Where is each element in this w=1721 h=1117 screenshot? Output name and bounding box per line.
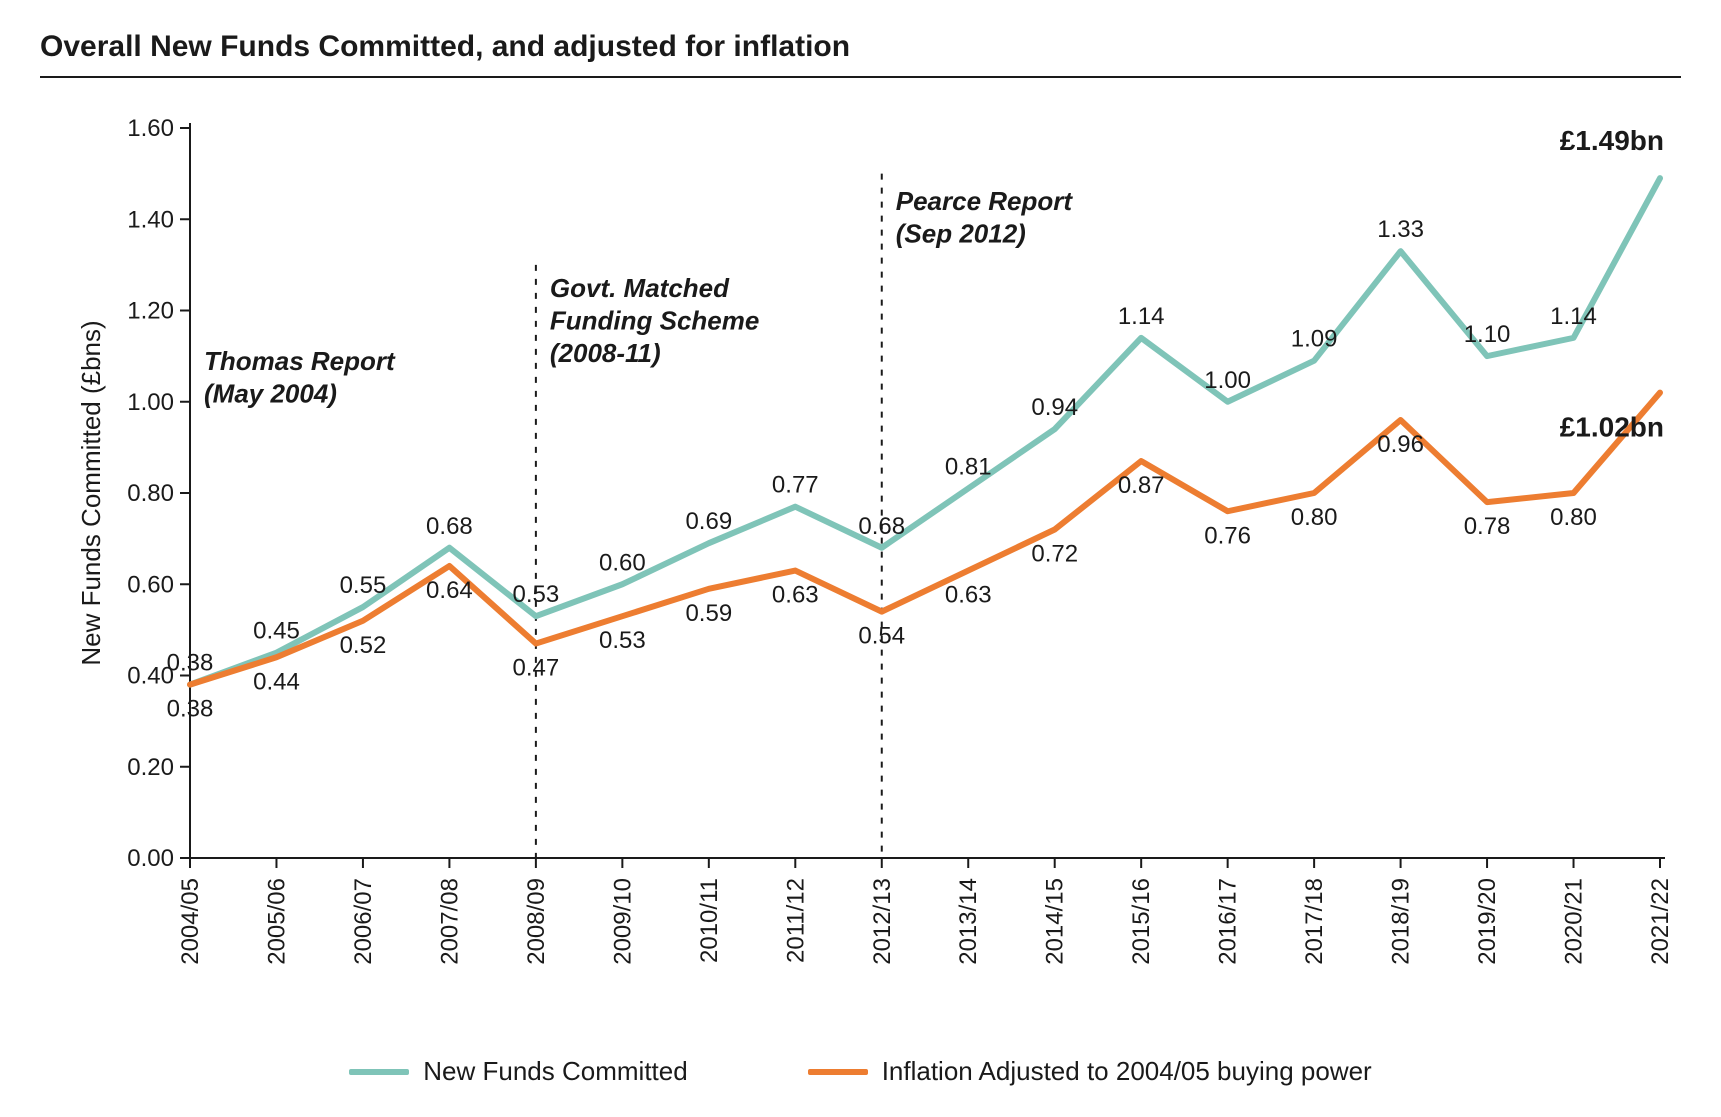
data-label: 0.53 bbox=[599, 627, 646, 654]
x-tick-label: 2005/06 bbox=[263, 878, 290, 965]
data-label: 0.59 bbox=[685, 600, 732, 627]
data-label: 0.53 bbox=[513, 581, 560, 608]
data-label: 0.63 bbox=[945, 582, 992, 609]
data-label: 0.96 bbox=[1377, 431, 1424, 458]
series-line bbox=[190, 178, 1660, 684]
x-tick-label: 2015/16 bbox=[1128, 878, 1155, 965]
data-label: 0.44 bbox=[253, 668, 300, 695]
legend-label: Inflation Adjusted to 2004/05 buying pow… bbox=[882, 1056, 1372, 1087]
data-label: 0.69 bbox=[685, 508, 732, 535]
data-label: 1.14 bbox=[1550, 303, 1597, 330]
series-end-label: £1.02bn bbox=[1560, 412, 1664, 443]
x-tick-label: 2019/20 bbox=[1474, 878, 1501, 965]
data-label: 0.76 bbox=[1204, 522, 1251, 549]
x-tick-label: 2004/05 bbox=[177, 878, 204, 965]
data-label: 0.77 bbox=[772, 472, 819, 499]
legend-label: New Funds Committed bbox=[423, 1056, 687, 1087]
data-label: 0.52 bbox=[340, 632, 387, 659]
series-line bbox=[190, 393, 1660, 685]
x-tick-label: 2014/15 bbox=[1042, 878, 1069, 965]
data-label: 0.68 bbox=[426, 513, 473, 540]
y-tick-label: 1.00 bbox=[127, 389, 174, 416]
x-tick-label: 2018/19 bbox=[1388, 878, 1415, 965]
annotation-text: Thomas Report(May 2004) bbox=[204, 346, 396, 409]
data-label: 0.72 bbox=[1031, 541, 1078, 568]
plot-area: 0.000.200.400.600.801.001.201.401.60New … bbox=[40, 88, 1681, 1048]
y-tick-label: 1.40 bbox=[127, 206, 174, 233]
chart-container: Overall New Funds Committed, and adjuste… bbox=[0, 0, 1721, 1117]
x-tick-label: 2010/11 bbox=[696, 878, 723, 963]
data-label: 0.94 bbox=[1031, 394, 1078, 421]
y-axis-label: New Funds Committed (£bns) bbox=[76, 320, 106, 665]
x-tick-label: 2007/08 bbox=[436, 878, 463, 965]
x-tick-label: 2006/07 bbox=[350, 878, 377, 965]
data-label: 0.47 bbox=[513, 655, 560, 682]
y-tick-label: 0.60 bbox=[127, 571, 174, 598]
x-tick-label: 2008/09 bbox=[523, 878, 550, 965]
line-chart-svg: 0.000.200.400.600.801.001.201.401.60New … bbox=[40, 88, 1681, 1048]
data-label: 0.78 bbox=[1464, 513, 1511, 540]
data-label: 1.10 bbox=[1464, 321, 1511, 348]
chart-title: Overall New Funds Committed, and adjuste… bbox=[40, 30, 1681, 78]
x-tick-label: 2016/17 bbox=[1215, 878, 1242, 965]
data-label: 0.80 bbox=[1550, 504, 1597, 531]
annotation-text: Govt. MatchedFunding Scheme(2008-11) bbox=[550, 273, 759, 368]
x-tick-label: 2021/22 bbox=[1647, 878, 1674, 965]
x-tick-label: 2013/14 bbox=[955, 878, 982, 965]
legend-item: Inflation Adjusted to 2004/05 buying pow… bbox=[808, 1056, 1372, 1087]
data-label: 0.45 bbox=[253, 618, 300, 645]
data-label: 0.81 bbox=[945, 453, 992, 480]
data-label: 1.14 bbox=[1118, 303, 1165, 330]
data-label: 1.00 bbox=[1204, 367, 1251, 394]
data-label: 0.64 bbox=[426, 577, 473, 604]
data-label: 1.09 bbox=[1291, 326, 1338, 353]
data-label: 0.54 bbox=[858, 623, 905, 650]
x-tick-label: 2009/10 bbox=[609, 878, 636, 965]
data-label: 0.38 bbox=[167, 696, 214, 723]
legend-swatch bbox=[349, 1069, 409, 1075]
x-tick-label: 2012/13 bbox=[869, 878, 896, 965]
data-label: 0.80 bbox=[1291, 504, 1338, 531]
data-label: 0.38 bbox=[167, 650, 214, 677]
series-end-label: £1.49bn bbox=[1560, 125, 1664, 156]
data-label: 0.60 bbox=[599, 549, 646, 576]
legend: New Funds Committed Inflation Adjusted to… bbox=[40, 1056, 1681, 1087]
x-tick-label: 2017/18 bbox=[1301, 878, 1328, 965]
x-tick-label: 2020/21 bbox=[1561, 878, 1588, 965]
y-tick-label: 1.60 bbox=[127, 115, 174, 142]
annotation-text: Pearce Report(Sep 2012) bbox=[896, 186, 1074, 249]
y-tick-label: 0.20 bbox=[127, 754, 174, 781]
x-tick-label: 2011/12 bbox=[782, 878, 809, 963]
legend-item: New Funds Committed bbox=[349, 1056, 687, 1087]
data-label: 1.33 bbox=[1377, 216, 1424, 243]
data-label: 0.87 bbox=[1118, 472, 1165, 499]
y-tick-label: 1.20 bbox=[127, 298, 174, 325]
data-label: 0.63 bbox=[772, 582, 819, 609]
y-tick-label: 0.80 bbox=[127, 480, 174, 507]
y-tick-label: 0.00 bbox=[127, 845, 174, 872]
data-label: 0.68 bbox=[858, 513, 905, 540]
data-label: 0.55 bbox=[340, 572, 387, 599]
legend-swatch bbox=[808, 1069, 868, 1075]
